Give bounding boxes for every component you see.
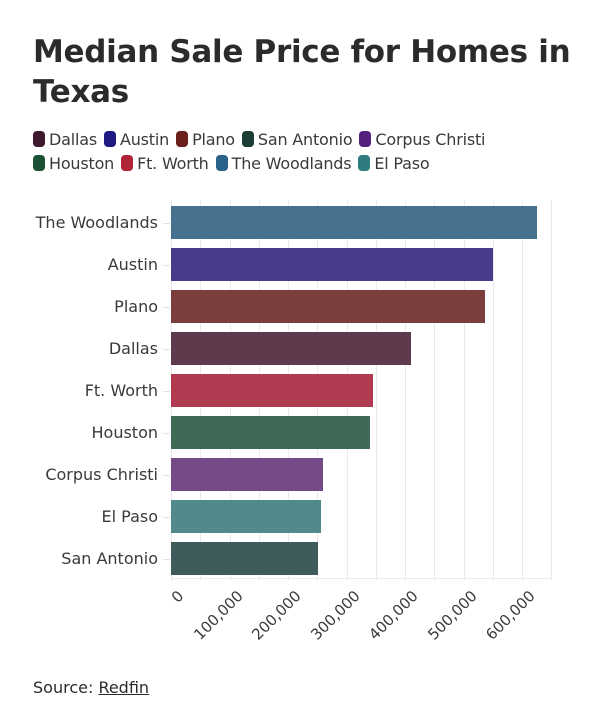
legend-label: Houston	[49, 153, 115, 173]
bar-chart: The Woodlands Austin Plano Dallas Ft. Worth H…	[0, 195, 600, 665]
y-axis-label: Houston	[91, 422, 159, 442]
legend-label: Ft. Worth	[137, 153, 209, 173]
legend-row-1: Dallas Austin Plano San Antonio Corpus C…	[33, 127, 573, 151]
legend-swatch	[121, 155, 134, 171]
x-axis-tick-label: 0	[167, 587, 188, 607]
source-prefix: Source:	[33, 678, 99, 697]
y-axis-label: El Paso	[101, 506, 159, 526]
legend-item-plano[interactable]: Plano	[176, 130, 235, 149]
legend-label: The Woodlands	[231, 153, 352, 173]
gridline	[375, 200, 377, 581]
y-axis-label: Corpus Christi	[45, 464, 158, 484]
chart-title: Median Sale Price for Homes in Texas	[33, 34, 571, 110]
legend-label: San Antonio	[257, 129, 353, 149]
legend: Dallas Austin Plano San Antonio Corpus C…	[33, 127, 573, 175]
bar-houston[interactable]	[171, 416, 370, 449]
gridline	[551, 200, 553, 581]
y-axis-label: Plano	[114, 296, 158, 316]
y-axis-label: Dallas	[108, 338, 158, 358]
x-axis-tick-label: 100,000	[189, 587, 247, 644]
y-axis-tick	[163, 558, 170, 560]
y-axis-label: San Antonio	[61, 548, 158, 568]
legend-item-san-antonio[interactable]: San Antonio	[241, 129, 353, 149]
legend-swatch	[33, 131, 45, 147]
gridline	[463, 200, 465, 581]
legend-swatch	[103, 131, 116, 147]
legend-item-dallas[interactable]: Dallas	[33, 130, 97, 149]
source-note: Source: Redfin	[33, 678, 149, 697]
bar-san-antonio[interactable]	[171, 542, 319, 575]
legend-label: El Paso	[374, 153, 430, 173]
y-axis-label: Austin	[107, 254, 158, 274]
legend-swatch	[176, 131, 189, 147]
legend-row-2: Houston Ft. Worth The Woodlands El Paso	[33, 151, 573, 175]
legend-item-houston[interactable]: Houston	[33, 154, 114, 173]
legend-item-austin[interactable]: Austin	[103, 129, 170, 149]
bar-dallas[interactable]	[171, 332, 412, 365]
bar-el-paso[interactable]	[171, 500, 321, 533]
bar-corpus-christi[interactable]	[171, 458, 323, 491]
x-axis-tick-label: 600,000	[482, 587, 539, 644]
bar-the-woodlands[interactable]	[171, 206, 537, 239]
x-axis-tick-label: 400,000	[365, 587, 422, 644]
y-axis-tick	[163, 306, 170, 308]
legend-label: Austin	[119, 129, 170, 149]
legend-item-the-woodlands[interactable]: The Woodlands	[215, 153, 352, 173]
y-axis-tick	[163, 432, 170, 434]
legend-swatch	[358, 155, 371, 171]
x-axis-tick-label: 200,000	[248, 587, 305, 644]
y-axis-label: The Woodlands	[35, 212, 158, 232]
y-axis-tick	[163, 474, 170, 476]
y-axis-tick	[163, 516, 170, 518]
y-axis-tick	[163, 264, 170, 266]
gridline	[522, 200, 523, 581]
legend-swatch	[215, 155, 228, 171]
bar-plano[interactable]	[171, 290, 486, 323]
y-axis-tick	[163, 222, 170, 224]
y-axis-label: Ft. Worth	[84, 380, 158, 400]
x-axis-tick-label: 500,000	[423, 587, 481, 644]
bar-ft-worth[interactable]	[171, 374, 373, 407]
legend-label: Plano	[192, 129, 235, 149]
y-axis-tick	[163, 348, 170, 350]
legend-item-el-paso[interactable]: El Paso	[358, 153, 430, 173]
legend-label: Corpus Christi	[375, 129, 486, 149]
legend-swatch	[359, 131, 372, 147]
legend-item-ft-worth[interactable]: Ft. Worth	[121, 154, 209, 173]
y-axis-tick	[163, 390, 170, 392]
bar-austin[interactable]	[171, 248, 494, 281]
legend-item-corpus-christi[interactable]: Corpus Christi	[359, 130, 485, 149]
gridline	[405, 200, 406, 581]
legend-swatch	[241, 131, 254, 147]
x-axis-line	[171, 578, 552, 579]
gridline	[434, 200, 436, 581]
x-axis-tick-label: 300,000	[306, 587, 364, 644]
source-link-redfin[interactable]: Redfin	[98, 678, 150, 697]
legend-label: Dallas	[49, 129, 97, 149]
gridline	[492, 200, 494, 581]
legend-swatch	[33, 155, 45, 171]
